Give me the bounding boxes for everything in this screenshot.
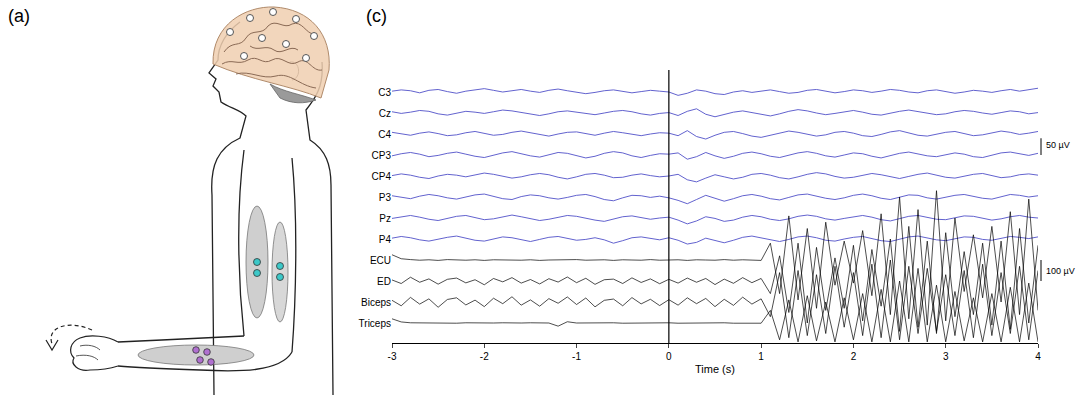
svg-text:C4: C4 xyxy=(378,129,391,140)
svg-text:100 µV: 100 µV xyxy=(1046,266,1075,276)
svg-text:P3: P3 xyxy=(379,192,392,203)
svg-text:CP4: CP4 xyxy=(372,171,392,182)
svg-text:-1: -1 xyxy=(572,351,581,362)
svg-text:-2: -2 xyxy=(480,351,489,362)
html-text:(c): (c) xyxy=(366,6,387,26)
svg-text:Cz: Cz xyxy=(379,108,391,119)
svg-text:3: 3 xyxy=(943,351,949,362)
svg-text:4: 4 xyxy=(1035,351,1041,362)
svg-text:-3: -3 xyxy=(388,351,397,362)
svg-text:ED: ED xyxy=(377,276,391,287)
html-text:(a): (a) xyxy=(8,6,30,26)
svg-text:Time (s): Time (s) xyxy=(695,363,735,375)
svg-text:ECU: ECU xyxy=(370,255,391,266)
svg-text:Triceps: Triceps xyxy=(359,318,391,329)
svg-text:50 µV: 50 µV xyxy=(1046,140,1070,150)
svg-text:C3: C3 xyxy=(378,87,391,98)
svg-text:2: 2 xyxy=(851,351,857,362)
svg-text:0: 0 xyxy=(666,351,672,362)
svg-text:1: 1 xyxy=(758,351,764,362)
svg-text:Biceps: Biceps xyxy=(361,297,391,308)
svg-text:P4: P4 xyxy=(379,234,392,245)
svg-text:CP3: CP3 xyxy=(372,150,392,161)
svg-text:Pz: Pz xyxy=(379,213,391,224)
